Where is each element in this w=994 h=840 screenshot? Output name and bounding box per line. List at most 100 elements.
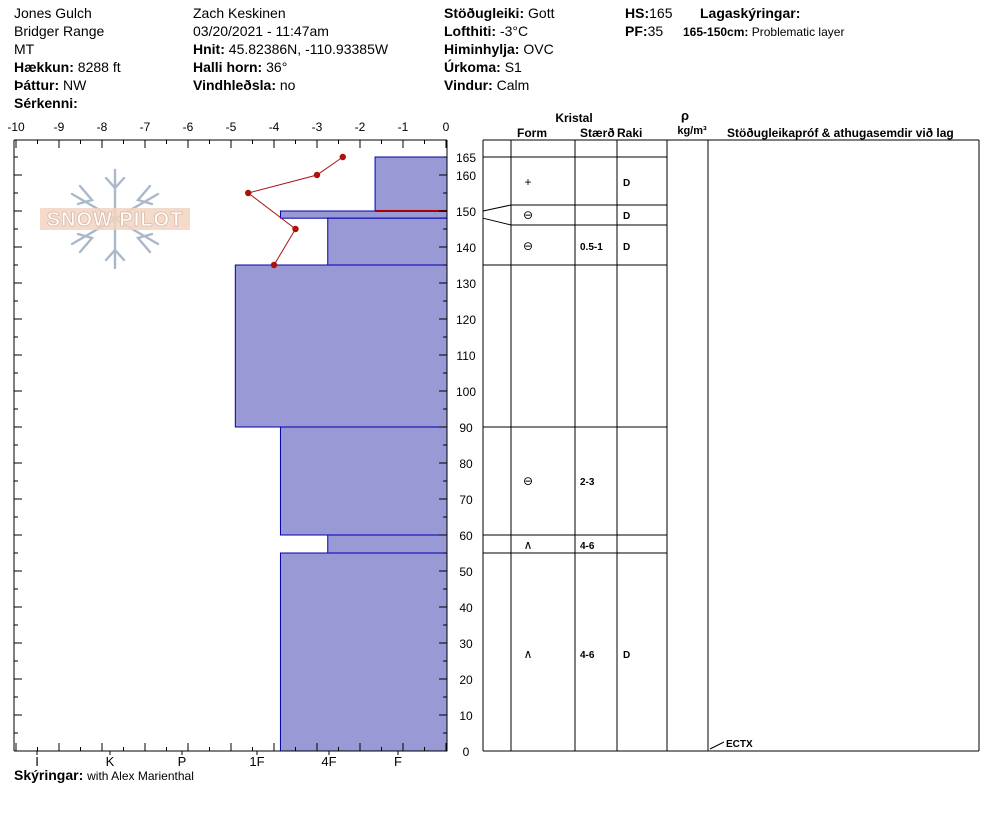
state-name: MT [14,41,35,57]
layer-notes-label: Lagaskýringar: [700,4,800,22]
location-name: Jones Gulch [14,5,92,21]
coords-row: Hnit: 45.82386N, -110.93385W [193,40,388,58]
wind-value: Calm [496,77,530,93]
aspect-value: NW [63,77,87,93]
sky-value: OVC [523,41,554,57]
hs-value: 165 [649,5,673,21]
notes-label: Skýringar: [14,767,84,783]
depth-tick-label: 40 [459,601,473,615]
wind-label: Vindur: [444,77,493,93]
elevation-value: 8288 ft [77,59,121,75]
layer-connector [482,217,512,226]
sky-row: Himinhylja: OVC [444,40,554,58]
elevation-label: Hækkun: [14,59,74,75]
logo-text: SNOW PILOT [47,209,184,231]
depth-tick-label: 110 [456,349,475,363]
grain-size-value: 0.5-1 [580,242,603,253]
layer-note-text: Problematic layer [751,25,845,39]
temp-tick-label: -10 [7,120,25,134]
depth-tick-label: 20 [459,673,473,687]
depth-tick-label: 80 [459,457,473,471]
temp-tick-label: -3 [312,120,323,134]
logo-banner [40,208,190,230]
grain-size-value: 2-3 [580,477,595,488]
temp-tick-label: -4 [269,120,280,134]
features-row: Sérkenni: [14,94,121,112]
precip-label: Úrkoma: [444,59,501,75]
features-label: Sérkenni: [14,95,78,111]
wind-row: Vindur: Calm [444,76,554,94]
depth-tick-label: 130 [456,277,476,291]
slope-value: 36° [266,59,288,75]
temp-tick-label: -2 [355,120,366,134]
temp-tick-label: -7 [140,120,151,134]
hardness-bar [279,210,448,219]
moisture-value: D [623,242,630,253]
hardness-tick-label: I [35,754,39,769]
form-header: Form [517,126,547,140]
layer-connector [482,204,512,212]
hs-row: HS:165 [625,4,672,22]
sky-label: Himinhylja: [444,41,520,57]
grain-form-icon: ∧ [524,647,533,661]
depth-tick-label: 30 [459,637,473,651]
moisture-value: D [623,211,630,222]
grain-form-icon: ⊖ [523,474,533,488]
observer-name: Zach Keskinen [193,5,286,21]
hardness-tick-label: P [178,754,187,769]
depth-tick-label: 120 [456,313,476,327]
density-symbol: ρ [681,108,689,123]
moisture-header: Raki [617,126,642,140]
air-temp-label: Lofthiti: [444,23,497,39]
depth-tick-label: 10 [459,709,473,723]
pf-label: PF: [625,23,648,39]
temperature-point [245,189,252,197]
depth-tick-label: 50 [459,565,473,579]
test-result-pointer [709,741,725,750]
pf-row: PF:35 [625,22,672,40]
range-name: Bridger Range [14,23,105,39]
hardness-bar [327,534,448,554]
temp-tick-label: -6 [183,120,194,134]
air-temp-value: -3°C [499,23,529,39]
depth-tick-label: 165 [456,151,476,165]
observation-datetime: 03/20/2021 - 11:47am [193,23,329,39]
hardness-tick-label: K [106,754,115,769]
pf-value: 35 [647,23,664,39]
layer-note-range: 165-150cm: [683,25,749,39]
test-result-text: ECTX [726,739,753,750]
air-temp-row: Lofthiti: -3°C [444,22,554,40]
depth-tick-label: 0 [463,745,470,759]
depth-tick-label: 70 [459,493,473,507]
wind-loading-row: Vindhleðsla: no [193,76,388,94]
hardness-bar [327,217,448,266]
hardness-tick-label: 1F [249,754,264,769]
temperature-point [339,153,346,161]
grain-form-icon: ∧ [524,538,533,552]
notes-value: with Alex Marienthal [87,769,194,783]
precip-row: Úrkoma: S1 [444,58,554,76]
depth-tick-label: 90 [459,421,473,435]
hardness-tick-label: F [394,754,402,769]
precip-value: S1 [504,59,522,75]
grain-form-icon: ⊖ [523,208,533,222]
hardness-bar [279,552,448,752]
wind-loading-label: Vindhleðsla: [193,77,276,93]
coords-label: Hnit: [193,41,225,57]
hardness-bar [374,156,448,212]
hardness-bar [234,264,448,428]
temp-tick-label: -1 [398,120,409,134]
depth-tick-label: 100 [456,385,476,399]
depth-tick-label: 150 [456,205,476,219]
grain-size-value: 4-6 [580,541,595,552]
density-unit: kg/m³ [677,125,707,137]
stability-value: Gott [528,5,555,21]
slope-row: Halli horn: 36° [193,58,388,76]
hardness-tick-label: 4F [321,754,336,769]
stability-label: Stöðugleiki: [444,5,525,21]
size-header: Stærð [580,126,615,140]
temperature-point [270,261,278,269]
aspect-label: Þáttur: [14,77,60,93]
temp-tick-label: -8 [97,120,108,134]
